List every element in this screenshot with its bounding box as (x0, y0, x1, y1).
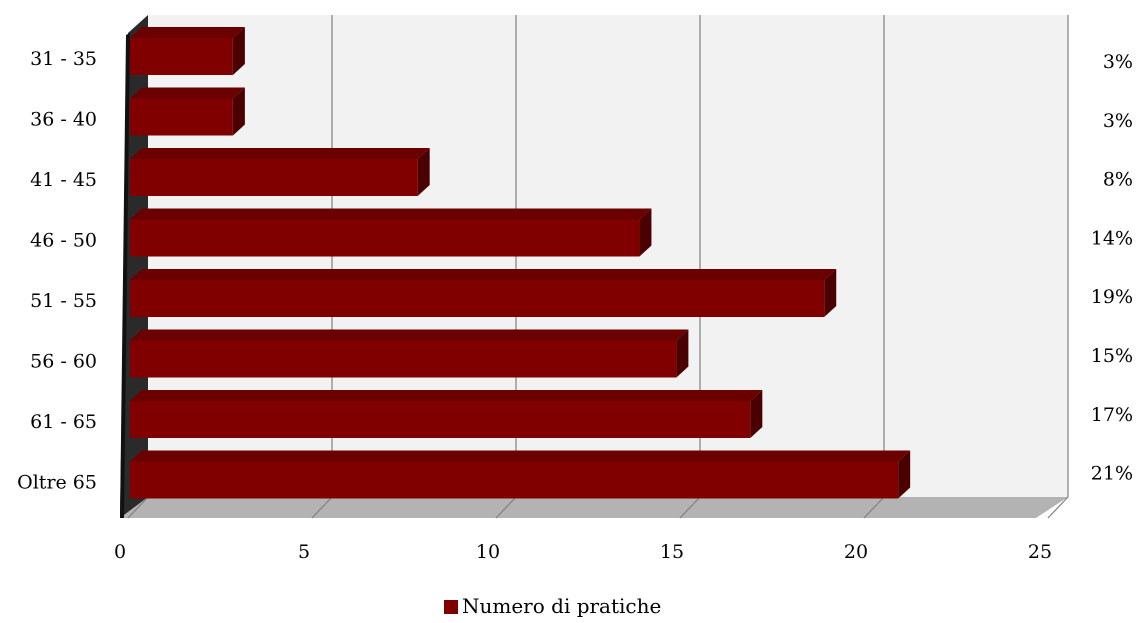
bar-top-face (130, 390, 763, 401)
bar (130, 450, 911, 499)
bar-top-face (130, 27, 245, 38)
percent-label: 15% (1091, 345, 1133, 367)
x-tick-label: 25 (1028, 541, 1052, 563)
floor-gridline (863, 496, 885, 519)
bar (130, 329, 689, 378)
bar-front-face (130, 280, 825, 317)
gridlines (127, 15, 1069, 519)
category-label: 56 - 60 (30, 351, 97, 373)
legend: Numero di pratiche (444, 594, 661, 618)
percent-label: 3% (1103, 51, 1133, 73)
category-label: 41 - 45 (30, 169, 97, 191)
bar-front-face (130, 340, 677, 378)
bar (130, 87, 245, 136)
bar-side-face (750, 390, 763, 438)
side-wall-edge (120, 33, 130, 518)
bar-top-face (130, 148, 430, 159)
category-label: 36 - 40 (30, 109, 97, 131)
x-tick-label: 0 (114, 541, 126, 563)
bar-top-face (130, 269, 837, 280)
bar-front-face (130, 159, 418, 196)
floor (120, 497, 1068, 518)
x-axis-ticks: 0 5 10 15 20 25 (114, 541, 1052, 563)
percent-labels: 3% 3% 8% 14% 19% 15% 17% 21% (1091, 51, 1133, 485)
bar (130, 390, 763, 438)
bars (130, 27, 911, 499)
bar-front-face (130, 401, 751, 438)
floor-gridline (495, 496, 517, 519)
bar (130, 148, 430, 196)
bar (130, 27, 245, 75)
bar-top-face (130, 450, 911, 462)
percent-label: 8% (1103, 169, 1133, 191)
bar-top-face (130, 87, 245, 99)
bar-side-face (676, 329, 689, 378)
percent-label: 17% (1091, 404, 1133, 426)
bar (130, 208, 652, 257)
bar-front-face (130, 98, 233, 136)
category-label: Oltre 65 (17, 472, 97, 494)
category-label: 61 - 65 (30, 411, 97, 433)
bar-front-face (130, 461, 899, 499)
bar (130, 269, 837, 317)
bar-side-face (639, 208, 652, 257)
bar-side-face (232, 27, 245, 75)
legend-swatch (444, 600, 458, 614)
floor-gridline (311, 496, 333, 519)
bar-side-face (898, 450, 911, 499)
category-label: 31 - 35 (30, 48, 97, 70)
bar-front-face (130, 38, 233, 75)
chart-background (120, 15, 1068, 518)
floor-gridline (679, 496, 701, 519)
x-tick-label: 10 (476, 541, 500, 563)
category-label: 51 - 55 (30, 290, 97, 312)
x-tick-label: 20 (844, 541, 868, 563)
x-tick-label: 15 (660, 541, 684, 563)
bar-front-face (130, 219, 640, 257)
percent-label: 21% (1091, 463, 1133, 485)
x-tick-label: 5 (298, 541, 310, 563)
bar-side-face (232, 87, 245, 136)
bar-side-face (824, 269, 837, 317)
floor-gridline (127, 496, 149, 519)
percent-label: 19% (1091, 286, 1133, 308)
percent-label: 3% (1103, 110, 1133, 132)
bar-top-face (130, 329, 689, 341)
floor-gridline (1047, 496, 1069, 519)
legend-label: Numero di pratiche (462, 594, 661, 618)
category-labels: 31 - 35 36 - 40 41 - 45 46 - 50 51 - 55 56 - … (17, 48, 97, 494)
percent-label: 14% (1091, 227, 1133, 249)
bar-top-face (130, 208, 652, 220)
category-label: 46 - 50 (30, 230, 97, 252)
bar-side-face (417, 148, 430, 196)
